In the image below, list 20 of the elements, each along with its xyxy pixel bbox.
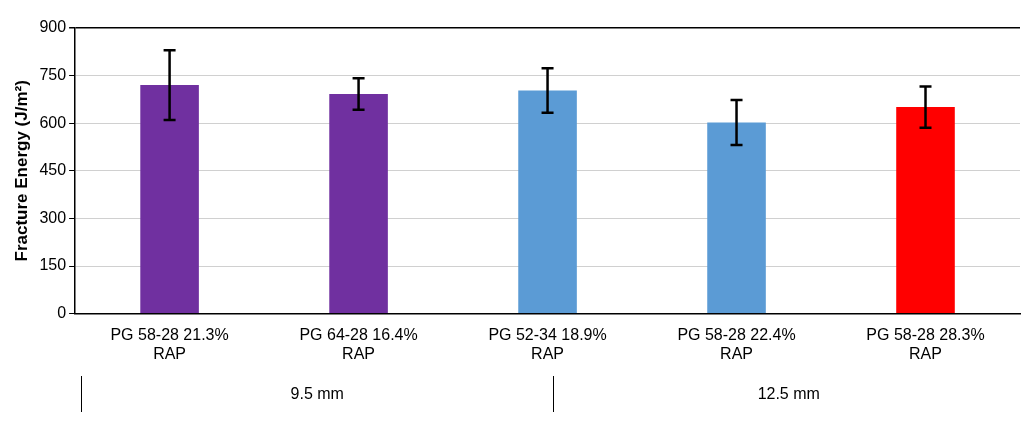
y-axis-title: Fracture Energy (J/m²) <box>11 80 31 262</box>
x-tick-label: PG 64-28 16.4% RAP <box>299 325 418 362</box>
y-tick-label: 750 <box>39 66 67 84</box>
x-tick-label: PG 52-34 18.9% RAP <box>488 325 607 362</box>
y-tick-label: 300 <box>39 208 67 226</box>
y-tick-label: 150 <box>39 256 67 274</box>
text: 12.5 mm <box>552 376 1024 412</box>
y-tick-label: 450 <box>39 161 67 179</box>
bar <box>329 94 388 314</box>
text: 9.5 mm <box>81 376 553 412</box>
bar <box>140 85 199 314</box>
x-tick-label: PG 58-28 22.4% RAP <box>677 325 796 362</box>
y-tick-label: 0 <box>57 304 67 322</box>
bar <box>896 107 955 314</box>
y-tick-label: 900 <box>39 18 67 36</box>
bar <box>518 90 577 314</box>
x-tick-label: PG 58-28 21.3% RAP <box>110 325 229 362</box>
x-tick-label: PG 58-28 28.3% RAP <box>866 325 985 362</box>
y-tick-label: 600 <box>39 113 67 131</box>
bar <box>707 122 766 314</box>
